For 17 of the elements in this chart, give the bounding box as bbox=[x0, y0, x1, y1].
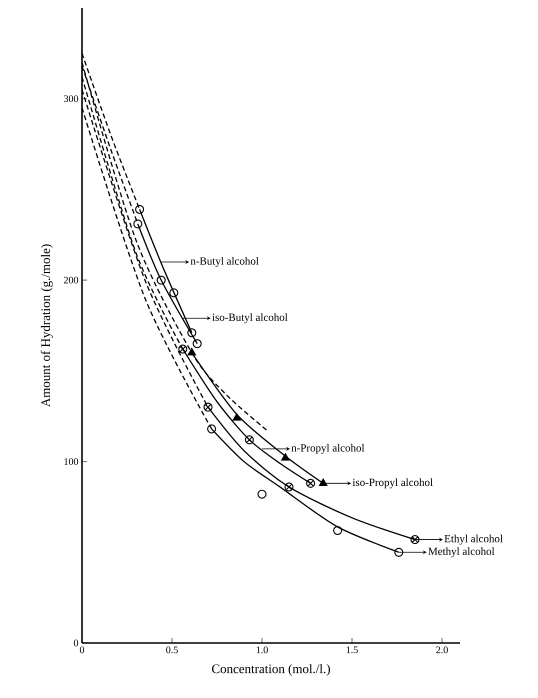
annotation: n-Propyl alcohol bbox=[291, 444, 364, 454]
x-tick-label: 0 bbox=[80, 646, 84, 654]
y-tick-label: 100 bbox=[64, 458, 78, 465]
y-tick-label: 300 bbox=[64, 95, 78, 102]
annotation: Ethyl alcohol bbox=[444, 534, 503, 545]
annotation: iso-Butyl alcohol bbox=[212, 313, 288, 324]
x-tick-label: 1.5 bbox=[346, 646, 358, 654]
x-tick-label: 1.0 bbox=[256, 646, 268, 654]
annotation: n-Butyl alcohol bbox=[190, 257, 259, 267]
annotation: Methyl alcohol bbox=[428, 547, 494, 558]
annotation: iso-Propyl alcohol bbox=[352, 478, 433, 488]
y-tick-label: 0 bbox=[74, 640, 78, 646]
x-tick-label: 0.5 bbox=[166, 646, 178, 654]
x-tick-label: 2.0 bbox=[436, 646, 448, 654]
y-tick-label: 200 bbox=[64, 276, 78, 284]
x-axis-title: Concentration (mol./l.) bbox=[212, 664, 330, 676]
y-axis-title: Amount of Hydration (g./mole) bbox=[40, 244, 53, 408]
